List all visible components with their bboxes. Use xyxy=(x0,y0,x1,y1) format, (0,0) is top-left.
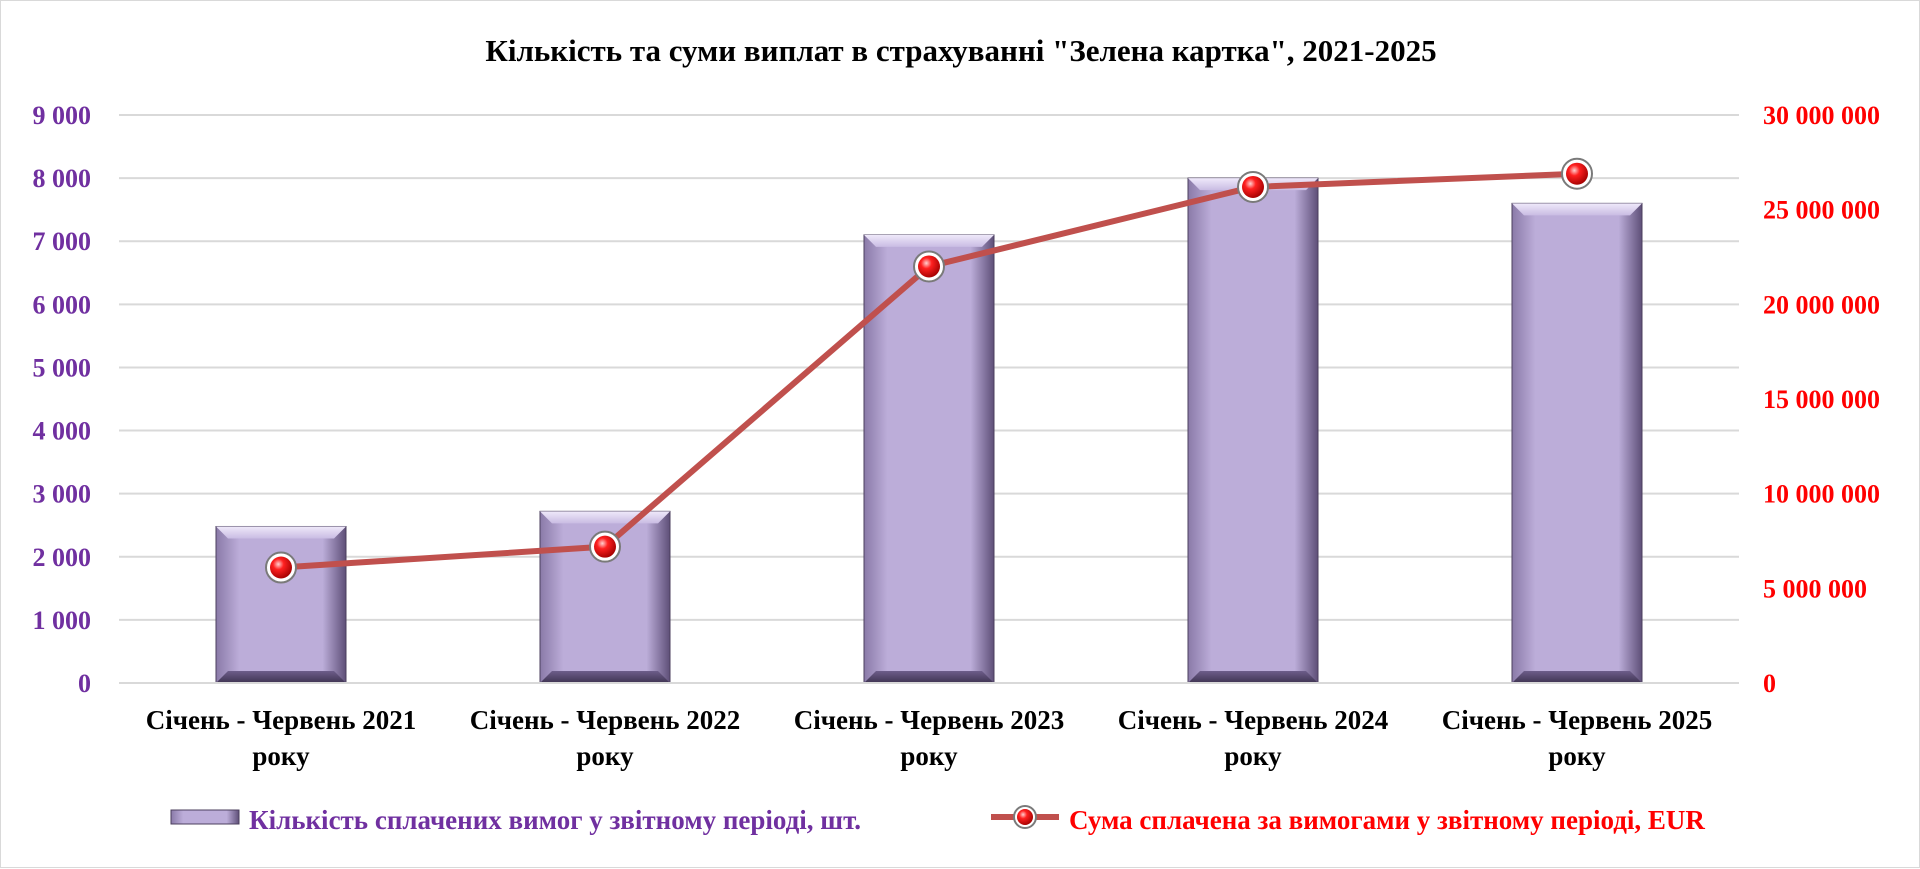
legend-line-label: Сума сплачена за вимогами у звітному пер… xyxy=(1069,805,1705,835)
legend-marker xyxy=(1017,809,1033,825)
left-tick-label: 1 000 xyxy=(33,606,92,635)
left-tick-label: 3 000 xyxy=(33,480,92,509)
right-y-axis: 0 5 000 000 10 000 000 15 000 000 20 000 000… xyxy=(1763,101,1880,698)
left-tick-label: 7 000 xyxy=(33,227,92,256)
line-marker xyxy=(918,255,940,278)
bar-bevel-bottom xyxy=(540,671,670,683)
bar xyxy=(1187,177,1319,684)
left-tick-label: 9 000 xyxy=(33,101,92,130)
x-tick-label: Січень - Червень 2021 року xyxy=(146,705,417,771)
right-tick-label: 0 xyxy=(1763,669,1776,698)
line-series xyxy=(265,157,1593,584)
legend-bar-swatch xyxy=(170,809,240,825)
left-y-axis: 0 1 000 2 000 3 000 4 000 5 000 6 000 7 000 8 00… xyxy=(33,101,92,698)
x-tick-label: Січень - Червень 2022 року xyxy=(470,705,741,771)
bar-body xyxy=(863,234,995,684)
bar-body xyxy=(215,525,347,684)
bar-bevel-bottom xyxy=(216,671,346,683)
right-tick-label: 10 000 000 xyxy=(1763,480,1880,509)
x-tick-label: Січень - Червень 2025 року xyxy=(1442,705,1713,771)
x-tick-label: Січень - Червень 2024 року xyxy=(1118,705,1389,771)
bar-bevel-top xyxy=(864,234,994,247)
bar xyxy=(1511,202,1643,684)
left-tick-label: 6 000 xyxy=(33,290,92,319)
x-axis: Січень - Червень 2021 року Січень - Червен… xyxy=(119,682,1739,771)
bar xyxy=(863,234,995,684)
right-tick-label: 25 000 000 xyxy=(1763,196,1880,225)
legend: Кількість сплачених вимог у звітному пер… xyxy=(170,805,1705,835)
chart-title: Кількість та суми виплат в страхуванні "… xyxy=(485,33,1436,68)
line-marker xyxy=(1242,175,1264,198)
x-tick-label: Січень - Червень 2023 року xyxy=(794,705,1065,771)
left-tick-label: 2 000 xyxy=(33,543,92,572)
left-tick-label: 0 xyxy=(78,669,91,698)
bar-bevel-bottom xyxy=(1512,671,1642,683)
right-tick-label: 20 000 000 xyxy=(1763,290,1880,319)
bar-bevel-bottom xyxy=(864,671,994,683)
line-marker xyxy=(270,556,292,579)
line-marker xyxy=(594,535,616,558)
bar-bevel-top xyxy=(540,511,670,524)
bar-bevel-top xyxy=(1512,203,1642,216)
line-marker xyxy=(1566,162,1588,185)
left-tick-label: 8 000 xyxy=(33,164,92,193)
legend-line-entry: Сума сплачена за вимогами у звітному пер… xyxy=(991,805,1705,835)
bar-body xyxy=(1511,202,1643,684)
right-tick-label: 15 000 000 xyxy=(1763,385,1880,414)
left-tick-label: 5 000 xyxy=(33,353,92,382)
bar-bevel-top xyxy=(216,526,346,539)
legend-bar-label: Кількість сплачених вимог у звітному пер… xyxy=(249,805,861,835)
bar-bevel-bottom xyxy=(1188,671,1318,683)
bar-body xyxy=(1187,177,1319,684)
legend-bar-entry: Кількість сплачених вимог у звітному пер… xyxy=(170,805,861,835)
right-tick-label: 5 000 000 xyxy=(1763,574,1867,603)
right-tick-label: 30 000 000 xyxy=(1763,101,1880,130)
left-tick-label: 4 000 xyxy=(33,417,92,446)
bar xyxy=(215,525,347,684)
